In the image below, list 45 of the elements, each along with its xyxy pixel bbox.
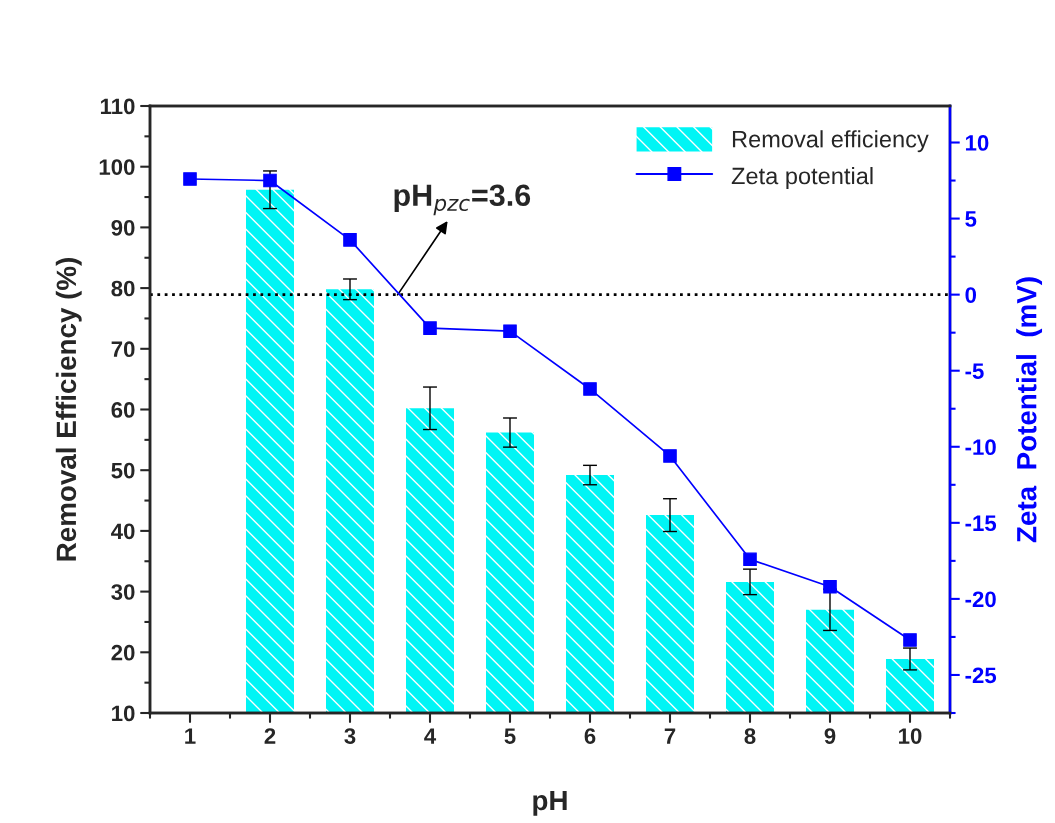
x-tick-label: 8 [744,728,756,744]
y-tick-label: 90 [111,219,135,236]
x-tick-label: 5 [504,728,516,744]
point [743,552,757,567]
point [423,321,437,335]
point [183,172,197,186]
y-tick-label: 100 [99,159,135,175]
point [343,233,357,247]
x-tick-label: 4 [424,728,437,744]
y-axis-title: Removal Efficiency (%) [55,258,82,561]
x-tick-label: 1 [185,728,196,744]
point [583,382,597,396]
y2-tick-label: 5 [965,211,977,227]
y-tick-label: 10 [112,705,135,722]
y-tick-label: 20 [111,644,135,661]
y2-tick-label: 10 [965,135,989,151]
x-tick-label: 10 [899,728,922,744]
y-tick-label: 50 [111,462,135,479]
y2-tick-label: -25 [965,667,997,684]
x-tick-label: 3 [344,728,356,744]
y2-tick-label: -10 [965,439,996,456]
x-axis-title: pH [533,790,567,816]
y2-tick-label: -20 [965,591,996,608]
y2-tick-label: -15 [965,515,997,532]
y-tick-label: 80 [111,280,135,297]
point [903,633,917,647]
x-tick-label: 6 [584,728,596,744]
y-tick-label: 70 [111,341,135,358]
point [263,173,277,188]
legend-label: Zeta potential [731,166,873,189]
y2-axis-title: Zeta Potential (mV) [1016,277,1043,543]
legend-label: Removal efficiency [732,130,929,153]
y2-tick-label: -5 [965,363,984,379]
y-tick-label: 60 [111,402,135,418]
point [823,579,837,594]
annotation: pH$_{pzc}$=3.6 [394,184,531,216]
y-tick-label: 40 [111,523,135,540]
x-tick-label: 2 [264,728,276,744]
x-tick-label: 9 [824,728,836,744]
x-tick-label: 7 [664,728,676,744]
y-tick-label: 110 [100,98,135,115]
y-tick-label: 30 [111,584,135,600]
point [503,324,517,338]
point [663,449,677,463]
y2-tick-label: 0 [965,287,977,303]
